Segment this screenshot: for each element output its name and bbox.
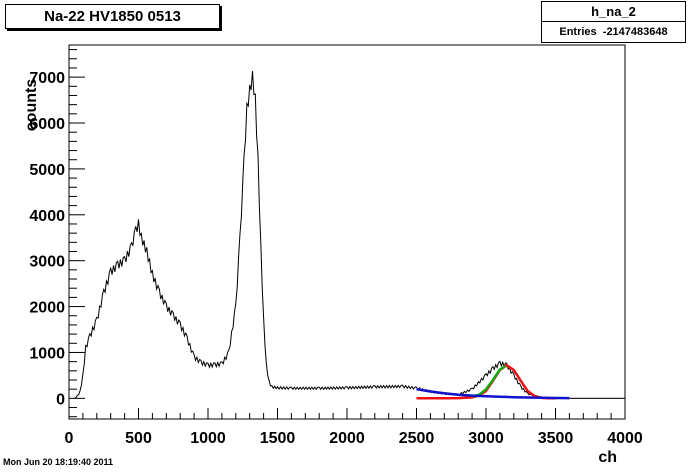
plot-area [74, 70, 625, 400]
plot-frame [68, 44, 626, 420]
x-tick-label: 2500 [399, 430, 435, 447]
fit-series-3 [416, 387, 570, 400]
x-tick-label: 500 [125, 430, 152, 447]
y-axis: 0 1000 2000 3000 4000 5000 6000 7000 [29, 49, 85, 418]
entries-label: Entries [559, 26, 597, 38]
x-tick-label: 4000 [607, 430, 643, 447]
y-tick-label: 3000 [29, 254, 65, 271]
histogram-name: h_na_2 [542, 2, 685, 22]
y-tick-label: 4000 [29, 208, 65, 225]
chart-title: Na-22 HV1850 0513 [5, 4, 220, 29]
x-axis: 0 500 1000 1500 2000 2500 3000 3500 4000 [65, 408, 643, 447]
x-tick-label: 2000 [329, 430, 365, 447]
x-tick-label: 3500 [538, 430, 574, 447]
y-tick-label: 5000 [29, 162, 65, 179]
x-tick-label: 3000 [468, 430, 504, 447]
y-tick-label: 2000 [29, 300, 65, 317]
x-axis-label: ch [598, 449, 617, 466]
stats-box: h_na_2 Entries -2147483648 [541, 1, 686, 43]
x-tick-label: 0 [65, 430, 74, 447]
y-tick-label: 1000 [29, 345, 65, 362]
y-tick-label: 0 [56, 391, 65, 408]
datestamp: Mon Jun 20 18:19:40 2011 [3, 457, 114, 467]
y-axis-label: counts [23, 79, 40, 132]
histogram-series [74, 70, 625, 399]
x-tick-label: 1500 [260, 430, 296, 447]
y-tick-label: 6000 [29, 116, 65, 133]
x-tick-label: 1000 [190, 430, 226, 447]
y-tick-label: 7000 [29, 70, 65, 87]
entries-row: Entries -2147483648 [542, 22, 685, 42]
entries-value: -2147483648 [602, 26, 668, 38]
